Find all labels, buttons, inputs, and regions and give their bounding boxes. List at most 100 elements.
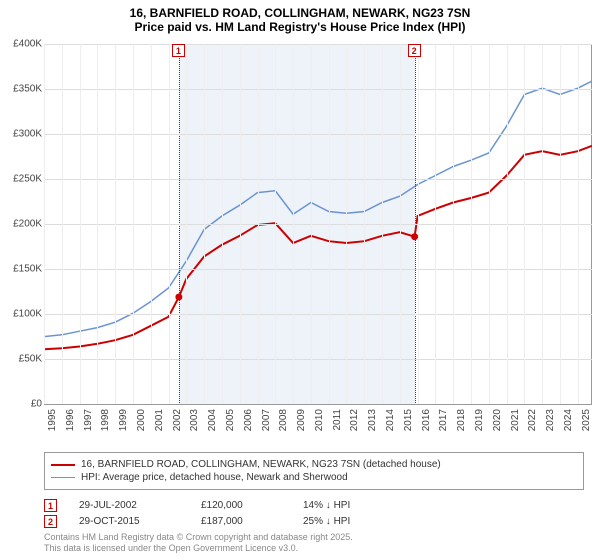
y-tick-label: £300K: [13, 129, 42, 140]
footer-rows: 129-JUL-2002£120,00014% ↓ HPI229-OCT-201…: [44, 499, 584, 528]
x-tick-label: 2009: [296, 409, 307, 431]
gridline-v: [329, 44, 330, 404]
sale-vline: [415, 45, 416, 405]
x-tick-label: 2014: [385, 409, 396, 431]
sale-price: £187,000: [201, 516, 281, 527]
y-axis: £0£50K£100K£150K£200K£250K£300K£350K£400…: [0, 44, 44, 404]
copyright: Contains HM Land Registry data © Crown c…: [44, 532, 584, 554]
legend-row: 16, BARNFIELD ROAD, COLLINGHAM, NEWARK, …: [51, 459, 577, 470]
y-tick-label: £150K: [13, 264, 42, 275]
gridline-h: [44, 224, 592, 225]
y-tick-label: £50K: [19, 354, 42, 365]
x-tick-label: 2010: [314, 409, 325, 431]
x-tick-label: 2003: [189, 409, 200, 431]
x-tick-label: 2004: [207, 409, 218, 431]
gridline-v: [293, 44, 294, 404]
x-tick-label: 2008: [278, 409, 289, 431]
x-tick-label: 2017: [438, 409, 449, 431]
x-tick-label: 2013: [367, 409, 378, 431]
x-tick-label: 2005: [225, 409, 236, 431]
x-tick-label: 2016: [421, 409, 432, 431]
gridline-v: [151, 44, 152, 404]
sale-vline: [179, 45, 180, 405]
x-tick-label: 2002: [172, 409, 183, 431]
gridline-v: [275, 44, 276, 404]
gridline-v: [400, 44, 401, 404]
legend-swatch: [51, 477, 75, 478]
series-price_paid: [44, 146, 592, 349]
x-tick-label: 1997: [83, 409, 94, 431]
gridline-h: [44, 359, 592, 360]
gridline-v: [507, 44, 508, 404]
x-tick-label: 2007: [261, 409, 272, 431]
y-tick-label: £200K: [13, 219, 42, 230]
legend-label: HPI: Average price, detached house, Newa…: [81, 472, 348, 483]
x-tick-label: 2001: [154, 409, 165, 431]
sale-delta: 25% ↓ HPI: [303, 516, 350, 527]
gridline-h: [44, 44, 592, 45]
gridline-v: [169, 44, 170, 404]
x-tick-label: 2025: [581, 409, 592, 431]
chart-container: 16, BARNFIELD ROAD, COLLINGHAM, NEWARK, …: [0, 0, 600, 560]
x-tick-label: 2006: [243, 409, 254, 431]
gridline-v: [80, 44, 81, 404]
gridline-v: [542, 44, 543, 404]
chart-svg: [44, 45, 592, 405]
footer: 129-JUL-2002£120,00014% ↓ HPI229-OCT-201…: [44, 496, 584, 554]
gridline-v: [578, 44, 579, 404]
gridline-v: [133, 44, 134, 404]
gridline-v: [560, 44, 561, 404]
gridline-h: [44, 134, 592, 135]
sale-delta: 14% ↓ HPI: [303, 500, 350, 511]
legend-swatch: [51, 464, 75, 466]
copyright-line2: This data is licensed under the Open Gov…: [44, 543, 584, 554]
title-subtitle: Price paid vs. HM Land Registry's House …: [0, 20, 600, 34]
sale-marker-footer: 1: [44, 499, 57, 512]
gridline-v: [364, 44, 365, 404]
y-tick-label: £0: [31, 399, 42, 410]
legend: 16, BARNFIELD ROAD, COLLINGHAM, NEWARK, …: [44, 452, 584, 490]
x-axis: 1995199619971998199920002001200220032004…: [44, 404, 592, 444]
x-tick-label: 2022: [527, 409, 538, 431]
gridline-v: [346, 44, 347, 404]
gridline-v: [524, 44, 525, 404]
y-tick-label: £350K: [13, 84, 42, 95]
sale-footer-row: 129-JUL-2002£120,00014% ↓ HPI: [44, 499, 584, 512]
gridline-v: [471, 44, 472, 404]
legend-label: 16, BARNFIELD ROAD, COLLINGHAM, NEWARK, …: [81, 459, 441, 470]
gridline-v: [453, 44, 454, 404]
sale-marker-footer: 2: [44, 515, 57, 528]
x-tick-label: 2012: [349, 409, 360, 431]
x-tick-label: 2019: [474, 409, 485, 431]
x-tick-label: 2024: [563, 409, 574, 431]
x-tick-label: 1996: [65, 409, 76, 431]
series-hpi: [44, 81, 592, 337]
x-tick-label: 2023: [545, 409, 556, 431]
title-address: 16, BARNFIELD ROAD, COLLINGHAM, NEWARK, …: [0, 6, 600, 20]
x-tick-label: 2000: [136, 409, 147, 431]
sale-date: 29-JUL-2002: [79, 500, 179, 511]
gridline-v: [97, 44, 98, 404]
x-tick-label: 2018: [456, 409, 467, 431]
sale-marker: 2: [408, 44, 421, 57]
gridline-v: [115, 44, 116, 404]
x-tick-label: 2011: [332, 409, 343, 431]
sale-marker: 1: [172, 44, 185, 57]
gridline-v: [44, 44, 45, 404]
x-tick-label: 2015: [403, 409, 414, 431]
copyright-line1: Contains HM Land Registry data © Crown c…: [44, 532, 584, 543]
x-tick-label: 1999: [118, 409, 129, 431]
y-tick-label: £100K: [13, 309, 42, 320]
gridline-h: [44, 269, 592, 270]
x-tick-label: 1998: [100, 409, 111, 431]
legend-row: HPI: Average price, detached house, Newa…: [51, 472, 577, 483]
gridline-v: [311, 44, 312, 404]
sale-footer-row: 229-OCT-2015£187,00025% ↓ HPI: [44, 515, 584, 528]
x-tick-label: 2021: [510, 409, 521, 431]
y-tick-label: £250K: [13, 174, 42, 185]
gridline-h: [44, 89, 592, 90]
gridline-v: [62, 44, 63, 404]
gridline-v: [186, 44, 187, 404]
gridline-h: [44, 179, 592, 180]
gridline-v: [382, 44, 383, 404]
